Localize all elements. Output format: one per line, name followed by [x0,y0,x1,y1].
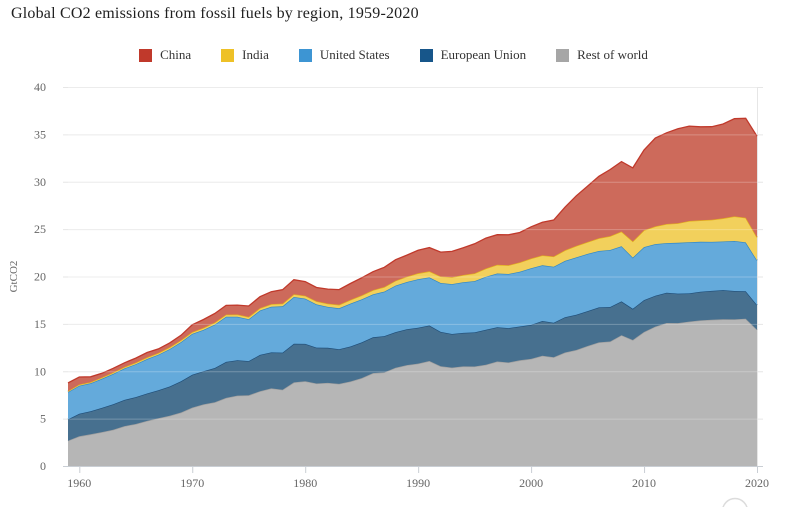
india-swatch-icon [221,48,235,62]
x-tick-label-1980: 1980 [293,476,317,490]
y-tick-label-0: 0 [40,459,46,473]
legend-item-china[interactable]: China [139,47,191,63]
legend-item-india[interactable]: India [221,47,269,63]
area-european-union[interactable] [68,290,757,441]
y-tick-label-20: 20 [34,270,46,284]
line-china [67,117,758,384]
partial-circle-decoration [722,497,748,507]
legend-label: China [160,47,192,62]
rest-of-world-swatch-icon [556,48,570,62]
x-tick-label-2010: 2010 [632,476,656,490]
y-tick-label-10: 10 [34,364,46,378]
y-tick-label-25: 25 [34,222,46,236]
y-tick-label-40: 40 [34,80,46,94]
united-states-swatch-icon [298,48,312,62]
chart-title: Global CO2 emissions from fossil fuels b… [11,5,419,22]
area-china[interactable] [68,118,757,392]
legend-label: Rest of world [577,47,648,62]
area-united-states[interactable] [68,241,757,420]
y-tick-label-5: 5 [40,412,46,426]
y-tick-label-35: 35 [34,127,46,141]
legend-item-rest-of-world[interactable]: Rest of world [556,47,648,63]
legend-label: European Union [440,47,527,62]
legend-item-european-union[interactable]: European Union [419,47,527,63]
x-tick-label-2000: 2000 [519,476,543,490]
legend-label: United States [319,47,390,62]
china-swatch-icon [139,48,153,62]
area-india[interactable] [68,216,757,393]
european-union-swatch-icon [419,48,433,62]
y-axis-title: GtCO2 [8,261,20,293]
legend-item-united-states[interactable]: United States [298,47,390,63]
legend: China India United States European Union Res… [0,47,787,63]
y-tick-label-30: 30 [34,175,46,189]
x-tick-label-1960: 1960 [67,476,91,490]
x-tick-label-1990: 1990 [406,476,430,490]
legend-label: India [242,47,269,62]
x-tick-label-2020: 2020 [745,476,769,490]
area-rest-of-world[interactable] [68,318,757,466]
x-tick-label-1970: 1970 [180,476,204,490]
y-tick-label-15: 15 [34,317,46,331]
